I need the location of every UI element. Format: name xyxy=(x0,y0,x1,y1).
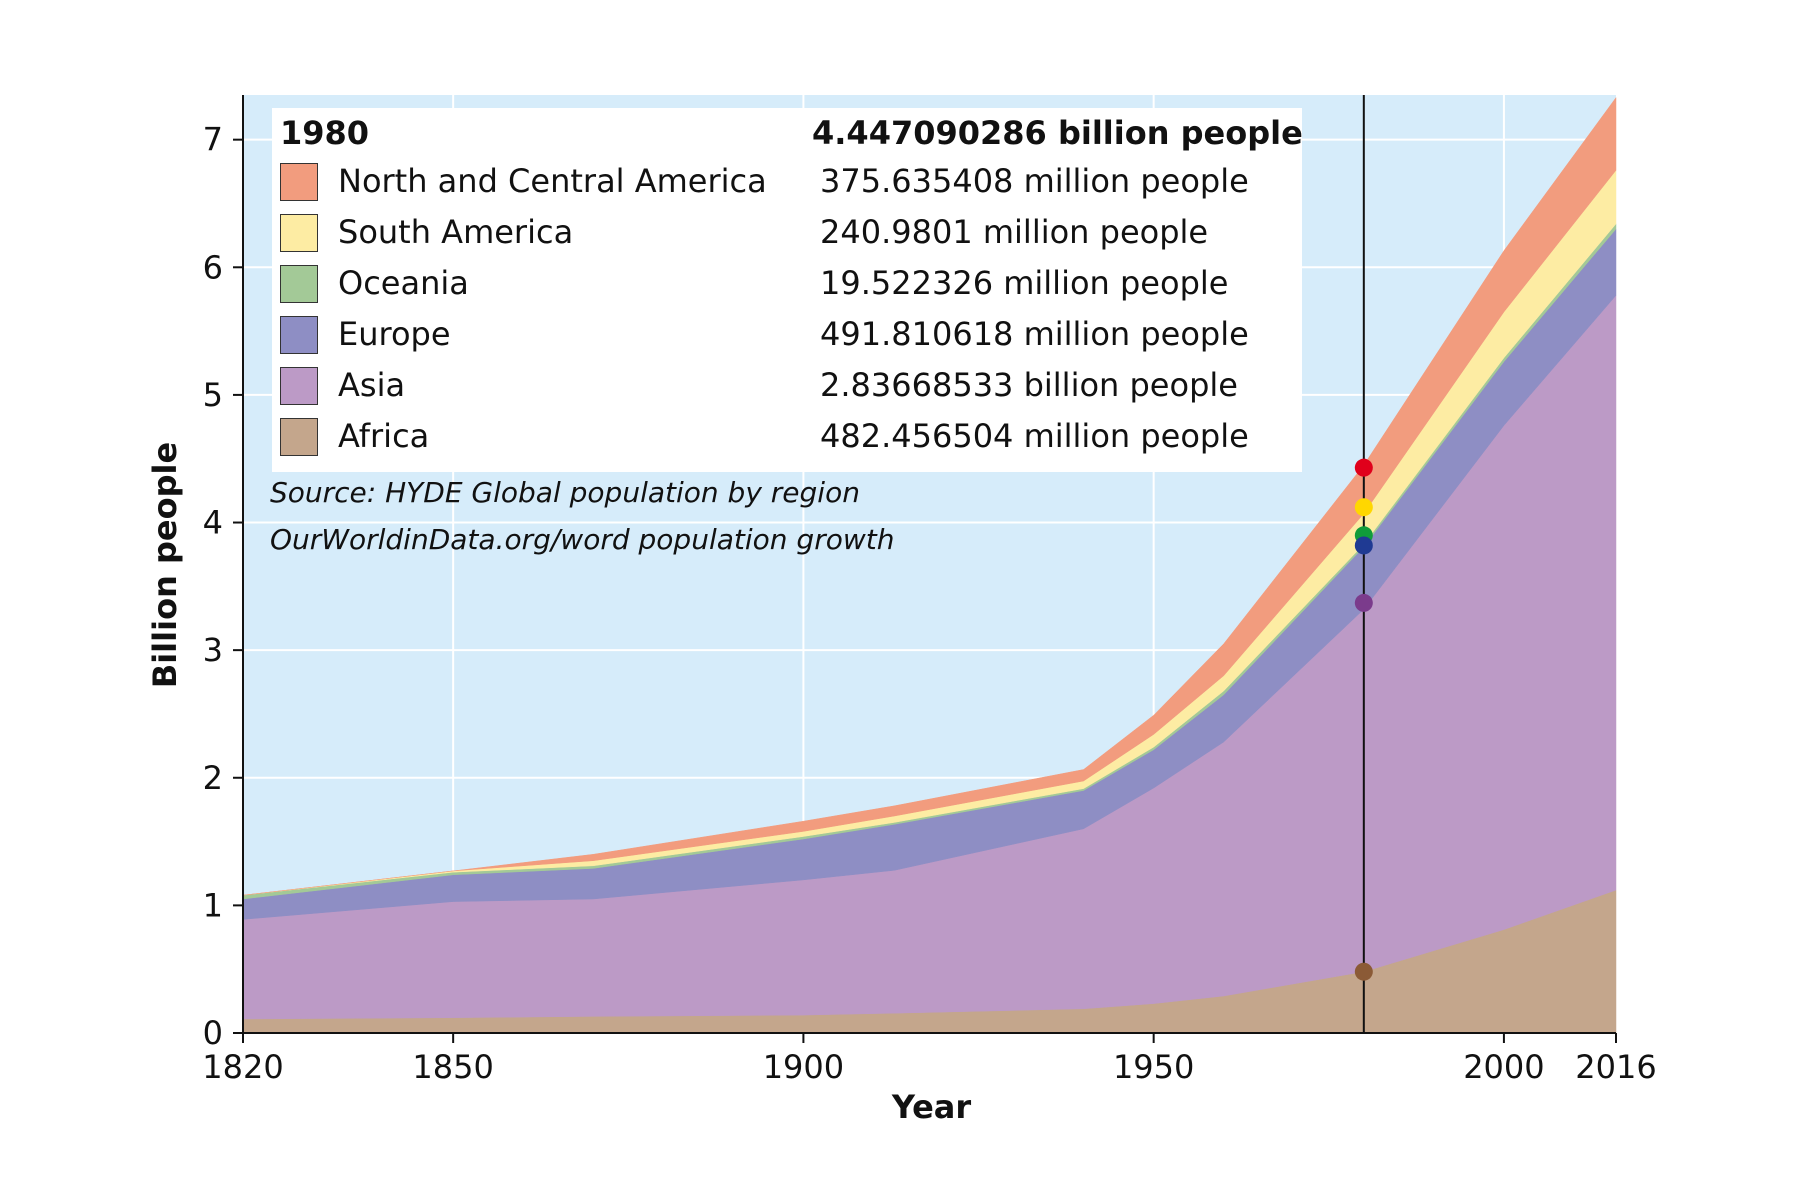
legend-label: South America xyxy=(338,213,574,251)
legend-swatch xyxy=(280,214,318,252)
legend-item-south-america: South America 240.9801 million people xyxy=(280,211,1290,255)
highlight-point xyxy=(1354,962,1373,981)
legend-label: North and Central America xyxy=(338,162,767,200)
source-line-2: OurWorldinData.org/word population growt… xyxy=(270,523,895,556)
y-tick-label: 3 xyxy=(203,631,223,669)
y-tick-label: 7 xyxy=(203,121,223,159)
highlight-point xyxy=(1354,458,1373,477)
legend-label: Europe xyxy=(338,315,451,353)
legend-value: 2.83668533 billion people xyxy=(820,366,1238,404)
x-tick-label: 1950 xyxy=(1113,1048,1194,1086)
legend-item-africa: Africa 482.456504 million people xyxy=(280,415,1290,459)
legend-swatch xyxy=(280,163,318,201)
legend-swatch xyxy=(280,316,318,354)
legend-item-asia: Asia 2.83668533 billion people xyxy=(280,364,1290,408)
legend-swatch xyxy=(280,418,318,456)
legend-item-oceania: Oceania 19.522326 million people xyxy=(280,262,1290,306)
x-tick-label: 1850 xyxy=(412,1048,493,1086)
x-tick-label: 1900 xyxy=(763,1048,844,1086)
legend-swatch xyxy=(280,367,318,405)
legend-label: Oceania xyxy=(338,264,469,302)
y-axis-title: Billion people xyxy=(146,442,184,688)
y-tick-label: 1 xyxy=(203,886,223,924)
legend-value: 240.9801 million people xyxy=(820,213,1209,251)
legend-swatch xyxy=(280,265,318,303)
highlight-point xyxy=(1354,593,1373,612)
year-marker xyxy=(1354,95,1373,1033)
legend-label: Asia xyxy=(338,366,406,404)
source-line-1: Source: HYDE Global population by region xyxy=(270,476,860,509)
x-axis-title: Year xyxy=(891,1088,972,1126)
y-tick-label: 2 xyxy=(203,759,223,797)
y-tick-label: 5 xyxy=(203,376,223,414)
legend-total: 4.447090286 billion people xyxy=(812,114,1303,152)
legend-value: 375.635408 million people xyxy=(820,162,1249,200)
legend-label: Africa xyxy=(338,417,430,455)
legend: 1980 4.447090286 billion people North an… xyxy=(272,108,1303,472)
legend-item-europe: Europe 491.810618 million people xyxy=(280,313,1290,357)
y-tick-label: 6 xyxy=(203,248,223,286)
legend-value: 491.810618 million people xyxy=(820,315,1249,353)
legend-value: 19.522326 million people xyxy=(820,264,1229,302)
x-tick-label: 2000 xyxy=(1463,1048,1544,1086)
highlight-point xyxy=(1354,498,1373,517)
axes: 0 1 2 3 4 5 6 7 1820 1850 1900 1950 2000 2016 xyxy=(202,95,1657,1086)
y-tick-label: 0 xyxy=(203,1014,223,1052)
y-tick-label: 4 xyxy=(203,504,223,542)
x-tick-label: 2016 xyxy=(1575,1048,1656,1086)
area-north-and-central-america xyxy=(242,96,1617,896)
legend-year: 1980 xyxy=(280,114,370,152)
x-tick-label: 1820 xyxy=(202,1048,283,1086)
highlight-point xyxy=(1354,536,1373,555)
legend-item-north-central-america: North and Central America 375.635408 mil… xyxy=(280,160,1290,204)
legend-value: 482.456504 million people xyxy=(820,417,1249,455)
